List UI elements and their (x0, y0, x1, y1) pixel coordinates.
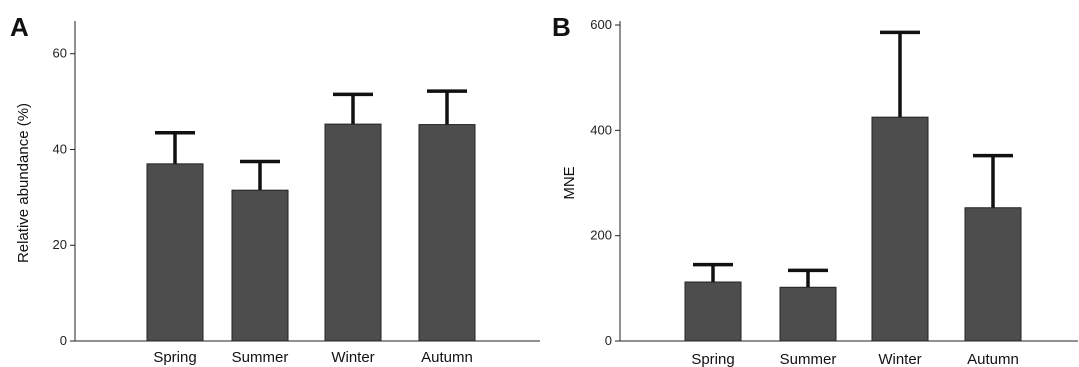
y-tick-label: 40 (53, 141, 67, 156)
x-category-label: Summer (780, 351, 837, 367)
error-bar (240, 159, 280, 191)
bar (964, 207, 1022, 342)
y-tick-label: 0 (60, 333, 67, 348)
bar (779, 286, 837, 342)
x-category-label: Autumn (421, 349, 473, 366)
bar (231, 189, 289, 342)
x-category-label: Summer (232, 349, 289, 366)
y-tick-label: 60 (53, 46, 67, 61)
error-bar (693, 262, 733, 283)
x-category-label: Autumn (967, 351, 1019, 367)
error-bar (427, 89, 467, 125)
bar (871, 116, 929, 342)
error-bar (155, 130, 195, 164)
x-category-label: Winter (331, 349, 374, 366)
x-category-label: Winter (878, 351, 921, 367)
error-bar (880, 30, 920, 118)
y-tick-label: 200 (590, 228, 612, 243)
error-bar (788, 268, 828, 288)
chart-panel-b: B 0 200 400 600 MNE Spring Summer Winter Autumn (552, 12, 1078, 367)
y-tick-label: 0 (605, 333, 612, 348)
bar (146, 163, 204, 342)
bar (324, 123, 382, 342)
panel-label: A (10, 12, 29, 42)
y-tick-label: 600 (590, 17, 612, 32)
y-tick-label: 400 (590, 122, 612, 137)
y-tick-label: 20 (53, 237, 67, 252)
panel-label: B (552, 12, 571, 42)
x-category-label: Spring (691, 351, 734, 367)
error-bar (333, 92, 373, 125)
bar (684, 281, 742, 342)
error-bar (973, 153, 1013, 208)
bar (418, 124, 476, 342)
x-category-label: Spring (153, 349, 196, 366)
chart-panel-a: A 0 20 40 60 Relative abundance (%) Spring Summ… (10, 12, 540, 366)
y-axis-title: MNE (561, 166, 578, 199)
y-axis-title: Relative abundance (%) (15, 103, 32, 263)
